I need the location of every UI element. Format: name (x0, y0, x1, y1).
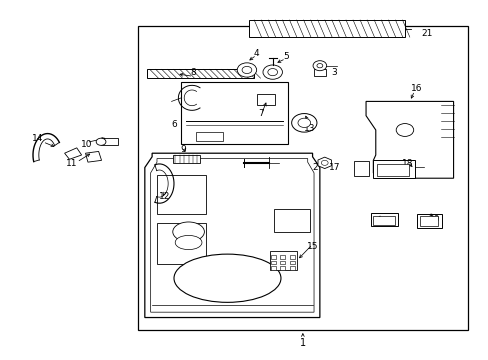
Bar (416, 213, 442, 228)
Bar (273, 208, 309, 232)
Text: 1: 1 (299, 338, 305, 347)
Text: 18: 18 (401, 159, 412, 168)
Circle shape (316, 64, 322, 68)
Bar (289, 255, 294, 259)
Text: 2: 2 (311, 163, 317, 172)
Circle shape (291, 113, 316, 132)
Bar (372, 159, 414, 178)
Bar (280, 255, 285, 259)
Polygon shape (317, 157, 331, 168)
Text: 8: 8 (190, 68, 196, 77)
Bar (249, 20, 404, 37)
Text: 15: 15 (306, 242, 318, 251)
Bar (269, 251, 296, 270)
Bar (376, 164, 408, 176)
Bar (157, 175, 205, 214)
Bar (173, 155, 200, 163)
Bar (370, 213, 397, 226)
Circle shape (395, 123, 413, 136)
Circle shape (242, 66, 251, 73)
Circle shape (321, 160, 327, 165)
Text: 16: 16 (410, 84, 422, 93)
Polygon shape (366, 102, 453, 178)
Text: 3: 3 (331, 68, 337, 77)
Bar (313, 68, 325, 76)
Polygon shape (64, 148, 81, 159)
Text: 17: 17 (328, 163, 340, 172)
Bar (270, 261, 275, 264)
Ellipse shape (175, 235, 202, 249)
Text: 6: 6 (171, 120, 177, 129)
Ellipse shape (174, 254, 281, 302)
Text: 9: 9 (181, 145, 186, 154)
Bar (196, 132, 222, 141)
Text: 19: 19 (377, 219, 388, 228)
Text: 14: 14 (32, 134, 43, 143)
Text: 12: 12 (158, 192, 170, 201)
Bar (137, 26, 467, 330)
Bar (289, 266, 294, 270)
Circle shape (263, 65, 282, 79)
Circle shape (312, 61, 326, 71)
Text: 7: 7 (258, 109, 264, 118)
Bar (289, 261, 294, 264)
Text: 13: 13 (304, 124, 315, 133)
Circle shape (96, 138, 106, 145)
Bar (101, 138, 118, 145)
Bar (372, 216, 394, 225)
Circle shape (297, 118, 310, 127)
Circle shape (267, 68, 277, 76)
Bar (157, 223, 205, 264)
Ellipse shape (172, 222, 204, 242)
Bar (419, 216, 437, 226)
Circle shape (237, 63, 256, 77)
Bar (280, 261, 285, 264)
Text: 5: 5 (283, 52, 288, 61)
Bar (280, 266, 285, 270)
Bar (270, 266, 275, 270)
Bar (256, 94, 275, 105)
Text: 21: 21 (420, 29, 432, 38)
Text: 4: 4 (253, 49, 259, 58)
Text: 20: 20 (427, 215, 439, 224)
Text: 11: 11 (66, 159, 78, 168)
Bar (147, 69, 254, 78)
Bar (353, 161, 369, 176)
Polygon shape (144, 153, 319, 318)
Polygon shape (85, 152, 102, 162)
Bar (181, 82, 287, 144)
Text: 10: 10 (81, 140, 92, 149)
Bar (270, 255, 275, 259)
